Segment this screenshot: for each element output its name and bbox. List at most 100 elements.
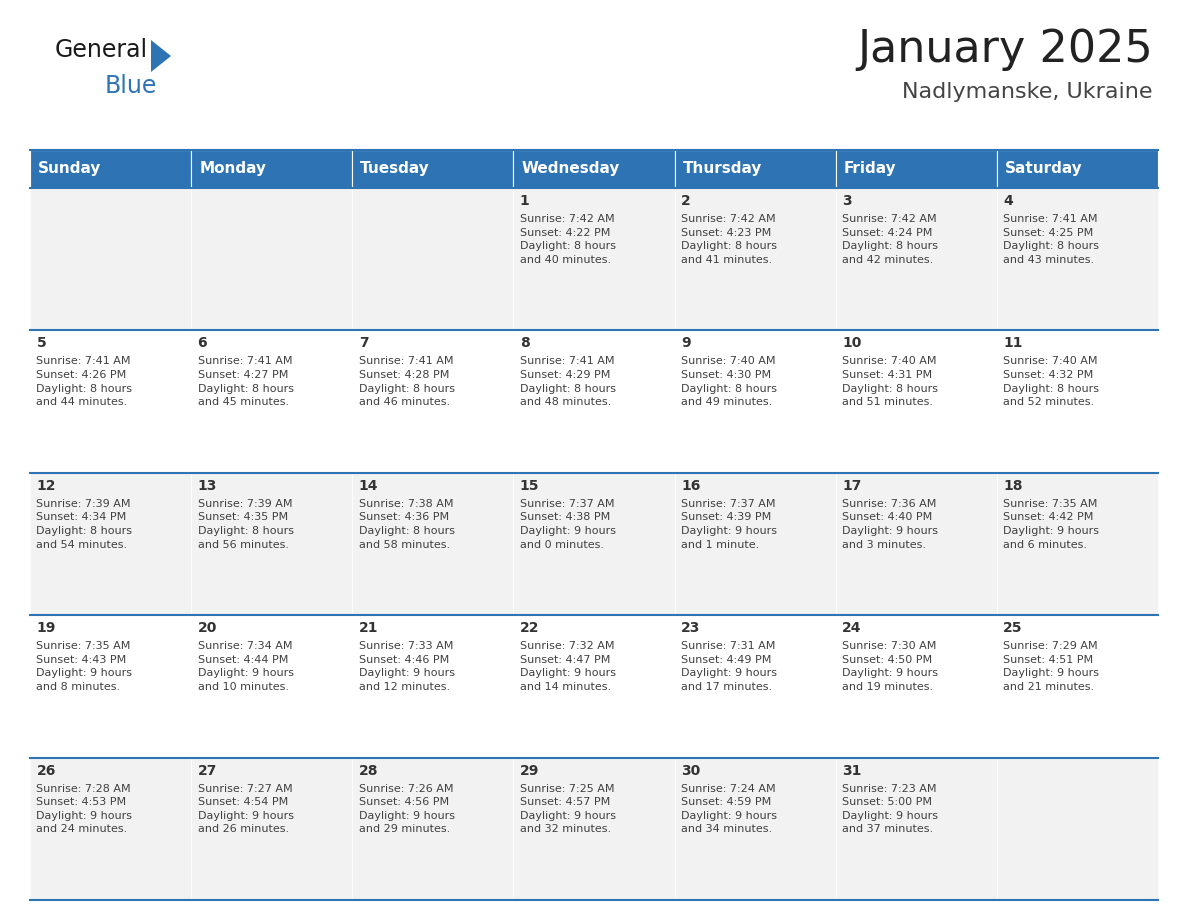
Bar (675, 473, 835, 615)
Text: Sunrise: 7:37 AM
Sunset: 4:38 PM
Daylight: 9 hours
and 0 minutes.: Sunrise: 7:37 AM Sunset: 4:38 PM Dayligh… (520, 498, 615, 550)
Text: 27: 27 (197, 764, 217, 778)
Bar (835, 150, 997, 188)
Bar (997, 757, 1158, 900)
Bar (997, 615, 1158, 757)
Bar (675, 188, 835, 330)
Text: Sunrise: 7:27 AM
Sunset: 4:54 PM
Daylight: 9 hours
and 26 minutes.: Sunrise: 7:27 AM Sunset: 4:54 PM Dayligh… (197, 784, 293, 834)
Text: Sunrise: 7:38 AM
Sunset: 4:36 PM
Daylight: 8 hours
and 58 minutes.: Sunrise: 7:38 AM Sunset: 4:36 PM Dayligh… (359, 498, 455, 550)
Text: 8: 8 (520, 336, 530, 351)
Text: 20: 20 (197, 621, 217, 635)
Bar (675, 615, 835, 757)
Bar (191, 757, 353, 900)
Bar (513, 150, 675, 188)
Bar (675, 330, 835, 473)
Bar (30, 473, 191, 615)
Text: 12: 12 (37, 479, 56, 493)
Bar (997, 473, 1158, 615)
Text: Sunrise: 7:42 AM
Sunset: 4:24 PM
Daylight: 8 hours
and 42 minutes.: Sunrise: 7:42 AM Sunset: 4:24 PM Dayligh… (842, 214, 939, 264)
Text: Wednesday: Wednesday (522, 162, 620, 176)
Bar (353, 757, 513, 900)
Bar (30, 757, 191, 900)
Bar (191, 615, 353, 757)
Text: Sunrise: 7:40 AM
Sunset: 4:31 PM
Daylight: 8 hours
and 51 minutes.: Sunrise: 7:40 AM Sunset: 4:31 PM Dayligh… (842, 356, 939, 408)
Text: Sunrise: 7:32 AM
Sunset: 4:47 PM
Daylight: 9 hours
and 14 minutes.: Sunrise: 7:32 AM Sunset: 4:47 PM Dayligh… (520, 641, 615, 692)
Text: Sunrise: 7:34 AM
Sunset: 4:44 PM
Daylight: 9 hours
and 10 minutes.: Sunrise: 7:34 AM Sunset: 4:44 PM Dayligh… (197, 641, 293, 692)
Text: Sunday: Sunday (38, 162, 101, 176)
Text: Sunrise: 7:35 AM
Sunset: 4:42 PM
Daylight: 9 hours
and 6 minutes.: Sunrise: 7:35 AM Sunset: 4:42 PM Dayligh… (1004, 498, 1099, 550)
Text: 3: 3 (842, 194, 852, 208)
Text: Sunrise: 7:29 AM
Sunset: 4:51 PM
Daylight: 9 hours
and 21 minutes.: Sunrise: 7:29 AM Sunset: 4:51 PM Dayligh… (1004, 641, 1099, 692)
Text: Sunrise: 7:41 AM
Sunset: 4:27 PM
Daylight: 8 hours
and 45 minutes.: Sunrise: 7:41 AM Sunset: 4:27 PM Dayligh… (197, 356, 293, 408)
Text: 2: 2 (681, 194, 690, 208)
Text: Sunrise: 7:42 AM
Sunset: 4:22 PM
Daylight: 8 hours
and 40 minutes.: Sunrise: 7:42 AM Sunset: 4:22 PM Dayligh… (520, 214, 615, 264)
Bar (513, 188, 675, 330)
Text: 9: 9 (681, 336, 690, 351)
Text: General: General (55, 38, 148, 62)
Bar (997, 150, 1158, 188)
Bar (835, 473, 997, 615)
Text: Sunrise: 7:30 AM
Sunset: 4:50 PM
Daylight: 9 hours
and 19 minutes.: Sunrise: 7:30 AM Sunset: 4:50 PM Dayligh… (842, 641, 939, 692)
Bar (675, 757, 835, 900)
Bar (513, 757, 675, 900)
Text: 19: 19 (37, 621, 56, 635)
Text: 4: 4 (1004, 194, 1013, 208)
Text: January 2025: January 2025 (858, 28, 1154, 71)
Text: 23: 23 (681, 621, 701, 635)
Bar (835, 757, 997, 900)
Text: Sunrise: 7:24 AM
Sunset: 4:59 PM
Daylight: 9 hours
and 34 minutes.: Sunrise: 7:24 AM Sunset: 4:59 PM Dayligh… (681, 784, 777, 834)
Text: Sunrise: 7:28 AM
Sunset: 4:53 PM
Daylight: 9 hours
and 24 minutes.: Sunrise: 7:28 AM Sunset: 4:53 PM Dayligh… (37, 784, 132, 834)
Text: 18: 18 (1004, 479, 1023, 493)
Text: 1: 1 (520, 194, 530, 208)
Bar (191, 330, 353, 473)
Bar (353, 615, 513, 757)
Text: 16: 16 (681, 479, 701, 493)
Text: Sunrise: 7:37 AM
Sunset: 4:39 PM
Daylight: 9 hours
and 1 minute.: Sunrise: 7:37 AM Sunset: 4:39 PM Dayligh… (681, 498, 777, 550)
Text: Sunrise: 7:31 AM
Sunset: 4:49 PM
Daylight: 9 hours
and 17 minutes.: Sunrise: 7:31 AM Sunset: 4:49 PM Dayligh… (681, 641, 777, 692)
Text: Sunrise: 7:35 AM
Sunset: 4:43 PM
Daylight: 9 hours
and 8 minutes.: Sunrise: 7:35 AM Sunset: 4:43 PM Dayligh… (37, 641, 132, 692)
Bar (513, 330, 675, 473)
Text: 7: 7 (359, 336, 368, 351)
Text: 25: 25 (1004, 621, 1023, 635)
Text: Monday: Monday (200, 162, 266, 176)
Text: Nadlymanske, Ukraine: Nadlymanske, Ukraine (903, 82, 1154, 102)
Bar (191, 473, 353, 615)
Text: Sunrise: 7:41 AM
Sunset: 4:28 PM
Daylight: 8 hours
and 46 minutes.: Sunrise: 7:41 AM Sunset: 4:28 PM Dayligh… (359, 356, 455, 408)
Bar (835, 188, 997, 330)
Bar (513, 615, 675, 757)
Text: 11: 11 (1004, 336, 1023, 351)
Text: 28: 28 (359, 764, 378, 778)
Text: Sunrise: 7:36 AM
Sunset: 4:40 PM
Daylight: 9 hours
and 3 minutes.: Sunrise: 7:36 AM Sunset: 4:40 PM Dayligh… (842, 498, 939, 550)
Bar (835, 330, 997, 473)
Bar (353, 330, 513, 473)
Text: 22: 22 (520, 621, 539, 635)
Text: Sunrise: 7:39 AM
Sunset: 4:35 PM
Daylight: 8 hours
and 56 minutes.: Sunrise: 7:39 AM Sunset: 4:35 PM Dayligh… (197, 498, 293, 550)
Bar (30, 615, 191, 757)
Text: Sunrise: 7:41 AM
Sunset: 4:26 PM
Daylight: 8 hours
and 44 minutes.: Sunrise: 7:41 AM Sunset: 4:26 PM Dayligh… (37, 356, 132, 408)
Text: 14: 14 (359, 479, 378, 493)
Text: Sunrise: 7:25 AM
Sunset: 4:57 PM
Daylight: 9 hours
and 32 minutes.: Sunrise: 7:25 AM Sunset: 4:57 PM Dayligh… (520, 784, 615, 834)
Text: 30: 30 (681, 764, 700, 778)
Bar (353, 473, 513, 615)
Text: 31: 31 (842, 764, 861, 778)
Text: Sunrise: 7:40 AM
Sunset: 4:32 PM
Daylight: 8 hours
and 52 minutes.: Sunrise: 7:40 AM Sunset: 4:32 PM Dayligh… (1004, 356, 1099, 408)
Text: 17: 17 (842, 479, 861, 493)
Bar (675, 150, 835, 188)
Text: 5: 5 (37, 336, 46, 351)
Bar (191, 150, 353, 188)
Text: Saturday: Saturday (1005, 162, 1082, 176)
Text: Sunrise: 7:23 AM
Sunset: 5:00 PM
Daylight: 9 hours
and 37 minutes.: Sunrise: 7:23 AM Sunset: 5:00 PM Dayligh… (842, 784, 939, 834)
Text: 24: 24 (842, 621, 861, 635)
Text: 6: 6 (197, 336, 207, 351)
Text: Sunrise: 7:41 AM
Sunset: 4:29 PM
Daylight: 8 hours
and 48 minutes.: Sunrise: 7:41 AM Sunset: 4:29 PM Dayligh… (520, 356, 615, 408)
Bar (835, 615, 997, 757)
Text: Friday: Friday (843, 162, 897, 176)
Text: Sunrise: 7:39 AM
Sunset: 4:34 PM
Daylight: 8 hours
and 54 minutes.: Sunrise: 7:39 AM Sunset: 4:34 PM Dayligh… (37, 498, 132, 550)
Text: 29: 29 (520, 764, 539, 778)
Text: 21: 21 (359, 621, 378, 635)
Bar (353, 188, 513, 330)
Bar (353, 150, 513, 188)
Bar (30, 188, 191, 330)
Bar (30, 150, 191, 188)
Bar (997, 330, 1158, 473)
Text: 13: 13 (197, 479, 217, 493)
